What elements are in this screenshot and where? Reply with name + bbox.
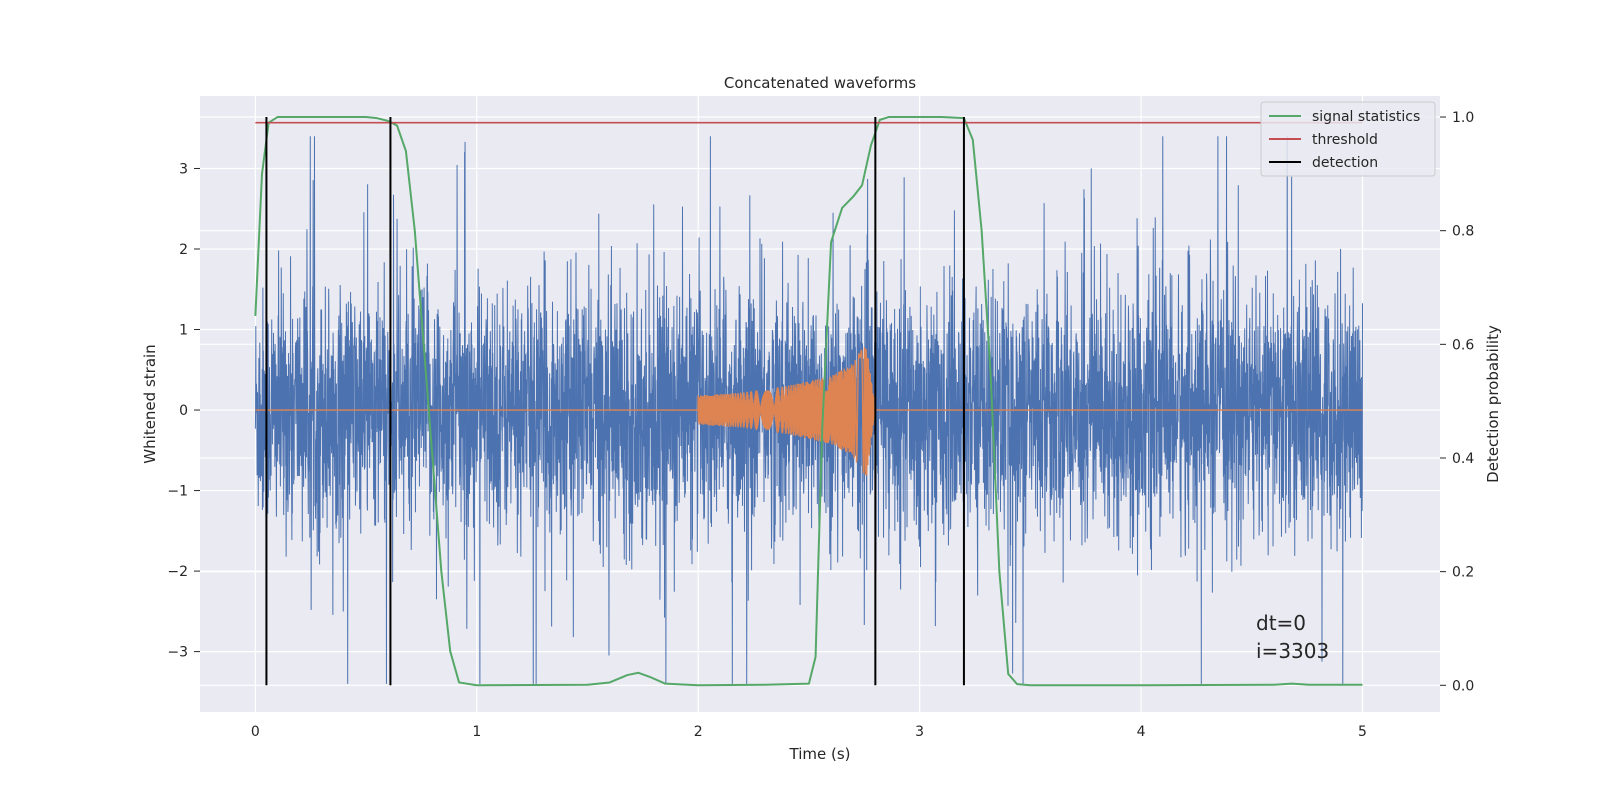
legend-box [1260, 101, 1436, 177]
y-axis-label-left: Whitened strain [141, 344, 159, 463]
y-tick-label: 1 [179, 323, 188, 339]
legend-label-detection: detection [1312, 155, 1378, 171]
chart-title: Concatenated waveforms [724, 74, 916, 92]
legend-label-threshold: threshold [1312, 132, 1378, 148]
axis-ticks: 0 1 2 3 4 5 −3 −2 −1 0 1 2 3 0.0 0.2 0.4 0.6 0.8 1.0 [167, 110, 1474, 740]
annotation-line-i: i=3303 [1256, 639, 1329, 663]
y-right-tick-label: 1.0 [1452, 110, 1474, 126]
y-right-tick-label: 0.4 [1452, 451, 1474, 467]
y-right-tick-label: 0.8 [1452, 224, 1474, 240]
legend-label-signal-statistics: signal statistics [1312, 109, 1420, 125]
x-tick-label: 1 [472, 724, 481, 740]
plot-content [254, 116, 1363, 687]
series-injected-waveform [255, 347, 1363, 476]
y-right-tick-label: 0.6 [1452, 337, 1474, 353]
legend: signal statistics threshold detection [1260, 101, 1436, 177]
y-tick-label: −2 [167, 564, 188, 580]
y-right-tick-label: 0.0 [1452, 678, 1474, 694]
series-whitened-strain [254, 136, 1363, 684]
x-tick-label: 0 [251, 724, 260, 740]
x-tick-label: 5 [1358, 724, 1367, 740]
annotation: dt=0 i=3303 [1256, 611, 1329, 663]
y-tick-label: −1 [167, 484, 188, 500]
x-tick-label: 3 [915, 724, 924, 740]
annotation-line-dt: dt=0 [1256, 611, 1306, 635]
x-axis-label: Time (s) [789, 745, 851, 763]
series-signal-statistics [254, 116, 1363, 687]
y-axis-label-right: Detection probability [1484, 325, 1502, 483]
y-tick-label: 0 [179, 403, 188, 419]
y-tick-label: 2 [179, 242, 188, 258]
x-tick-label: 4 [1137, 724, 1146, 740]
y-right-tick-label: 0.2 [1452, 565, 1474, 581]
y-tick-label: 3 [179, 161, 188, 177]
x-tick-label: 2 [694, 724, 703, 740]
y-tick-label: −3 [167, 645, 188, 661]
